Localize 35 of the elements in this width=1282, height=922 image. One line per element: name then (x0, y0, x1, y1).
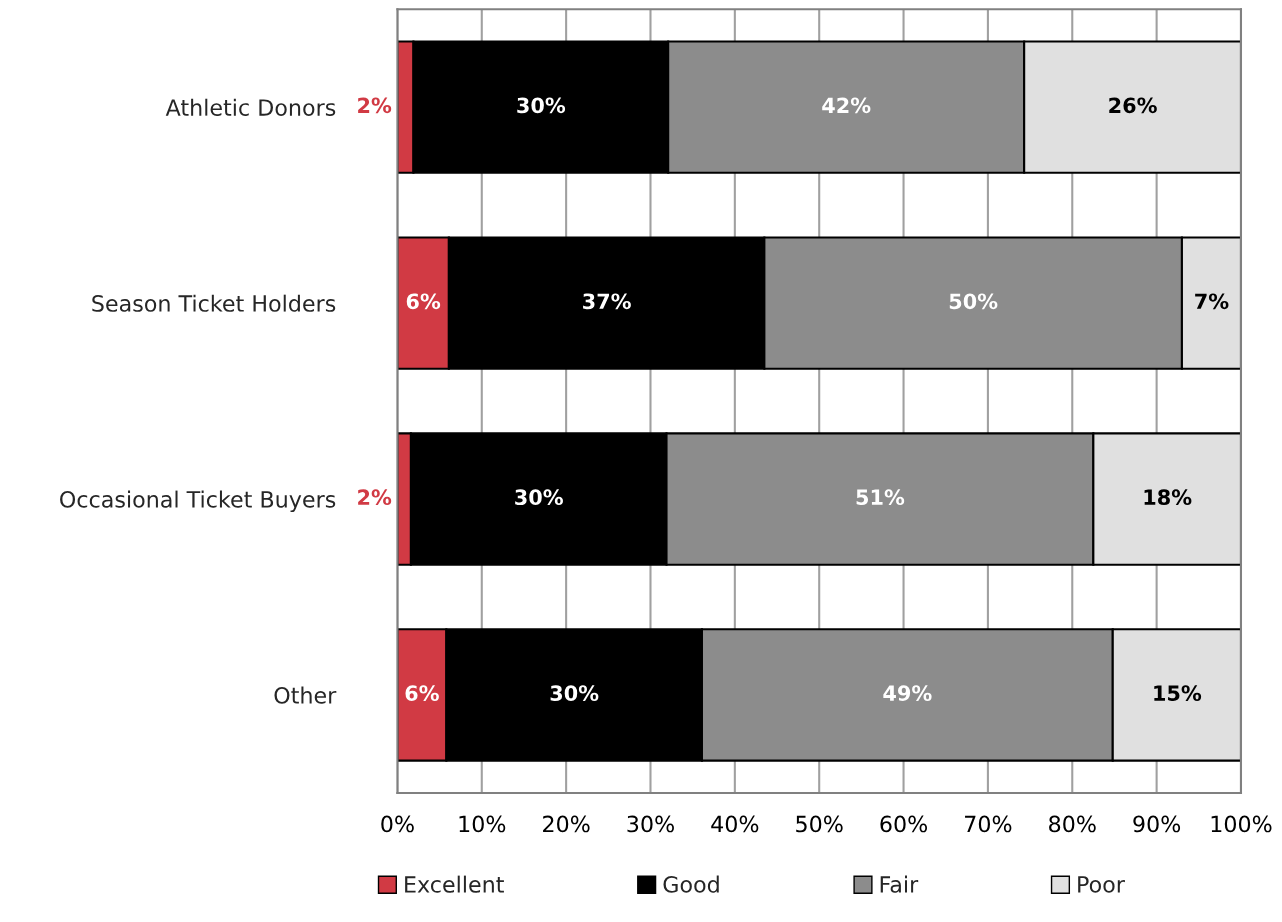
x-tick-label: 50% (796, 815, 843, 833)
x-tick-label: 30% (627, 815, 674, 833)
x-tick-label: 70% (965, 815, 1012, 833)
data-label: 30% (550, 685, 599, 701)
x-tick-label: 90% (1133, 815, 1181, 833)
data-label: 26% (1109, 97, 1157, 114)
data-label: 49% (883, 685, 932, 701)
y-tick-label: Other (274, 686, 337, 704)
x-tick-label: 0% (381, 815, 414, 833)
legend-label: Fair (880, 875, 919, 893)
data-label: 42% (822, 97, 871, 114)
data-label: 2% (358, 97, 392, 114)
data-label: 30% (517, 97, 566, 114)
x-tick-label: 100% (1211, 815, 1272, 833)
data-label: 6% (405, 685, 439, 701)
y-tick-label: Season Ticket Holders (92, 294, 336, 312)
x-tick-label: 20% (543, 815, 590, 833)
y-tick-label: Occasional Ticket Buyers (60, 490, 336, 513)
legend-label: Poor (1078, 876, 1125, 893)
data-label: 51% (856, 489, 905, 506)
data-label: 2% (358, 489, 392, 506)
data-label: 37% (583, 293, 631, 310)
legend-label: Excellent (405, 875, 504, 893)
data-label: 18% (1144, 489, 1192, 506)
x-tick-label: 60% (880, 815, 928, 833)
y-tick-label: Athletic Donors (165, 98, 336, 116)
legend-label: Good (663, 875, 719, 893)
x-tick-label: 40% (711, 815, 759, 833)
x-tick-label: 10% (459, 815, 506, 833)
data-label: 7% (1195, 293, 1229, 310)
data-label: 50% (949, 293, 998, 310)
data-label: 30% (515, 489, 563, 506)
x-tick-label: 80% (1049, 815, 1096, 833)
data-label: 15% (1154, 685, 1202, 701)
data-label: 6% (406, 293, 441, 310)
